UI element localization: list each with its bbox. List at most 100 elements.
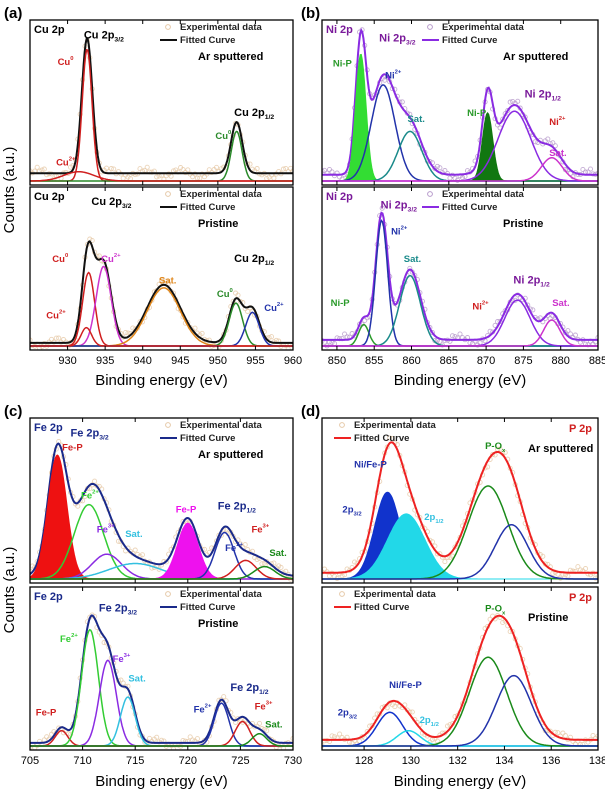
experimental-point [94, 483, 100, 489]
experimental-point [120, 680, 126, 686]
label-subscript: 1/2 [552, 95, 562, 102]
experimental-point [550, 140, 556, 146]
subplot-title: Fe 2p [34, 422, 63, 434]
experimental-point [434, 163, 440, 169]
label-superscript: 2+ [114, 253, 121, 259]
experimental-point [497, 446, 503, 452]
experimental-point [201, 174, 208, 180]
label-subscript: 3/2 [114, 36, 124, 43]
experimental-point [288, 165, 293, 171]
label-main: 2p [424, 512, 435, 523]
experimental-point [271, 175, 277, 181]
subplot-pristine: Ni 2p Experimental data Fitted Curve Pristi… [321, 186, 599, 351]
legend-label-fitted: Fitted Curve [354, 602, 409, 613]
peak-annotation: Fe 2p3/2 [70, 427, 108, 441]
panel-letter: (c) [4, 403, 22, 420]
label-subscript: 1/2 [259, 689, 269, 696]
label-superscript: 2+ [395, 70, 402, 76]
label-superscript: 3+ [263, 524, 270, 530]
experimental-point [567, 331, 573, 337]
experimental-point [190, 174, 196, 180]
panel-d: (d) P 2p Experimental data Fitted Curve Ar s… [301, 403, 605, 790]
experimental-point [595, 170, 598, 176]
peak-annotation: Ni 2p3/2 [381, 199, 418, 213]
label-superscript: 0 [70, 56, 74, 62]
peak-annotation: Cu0 [52, 253, 69, 265]
subplot-ar-sputtered: P 2p Experimental data Fitted Curve Ar sput… [321, 417, 599, 584]
x-tick-label: 960 [284, 355, 302, 367]
experimental-point [170, 746, 177, 750]
legend-label-fitted: Fitted Curve [180, 35, 235, 46]
peak-annotation: Cu 2p1/2 [234, 107, 274, 121]
legend-marker-experimental [427, 191, 433, 197]
component-peak [322, 524, 598, 580]
label-subscript: 3/2 [99, 434, 109, 441]
legend-marker-experimental [165, 191, 171, 197]
y-axis-label: Counts (a.u.) [1, 547, 18, 634]
experimental-point [429, 330, 435, 336]
x-tick-label: 870 [477, 355, 495, 367]
peak-annotation: Fe 2p3/2 [99, 602, 137, 616]
fitted-curve [322, 441, 598, 574]
x-axis-label: Binding energy (eV) [95, 773, 228, 790]
experimental-point [575, 564, 581, 570]
legend-marker-experimental [165, 422, 171, 428]
experimental-point [337, 731, 343, 737]
x-tick-label: 130 [402, 755, 420, 767]
peak-annotation: Fe2+ [60, 633, 78, 645]
experimental-point [447, 554, 453, 560]
experimental-point [166, 280, 172, 287]
axes-frame [29, 19, 294, 186]
experimental-point [242, 542, 248, 548]
peak-annotation: Ni2+ [391, 225, 408, 237]
label-subscript: 1/2 [247, 507, 257, 514]
peak-annotation: Fe3+ [113, 653, 131, 665]
panel-c: (c) Fe 2p Experimental data Fitted Curve Ar … [1, 403, 302, 790]
plot-area [322, 27, 598, 183]
peak-annotation: Sat. [407, 114, 424, 125]
axes-frame [29, 417, 294, 584]
experimental-point [459, 174, 466, 181]
subplot-ar-sputtered: Cu 2p Experimental data Fitted Curve Ar spu… [29, 19, 294, 186]
experimental-point [158, 277, 165, 283]
label-main: Cu [101, 254, 114, 265]
experimental-point [399, 99, 405, 105]
peak-annotation: Cu 2p1/2 [234, 253, 274, 267]
experimental-point [547, 728, 553, 734]
experimental-point [437, 165, 443, 171]
experimental-point [331, 734, 338, 740]
experimental-point [92, 478, 98, 484]
label-subscript: x [502, 610, 506, 616]
peak-annotation: Sat. [125, 529, 142, 540]
experimental-point [500, 619, 506, 626]
component-peak [322, 319, 598, 347]
label-subscript: 1/2 [540, 281, 550, 288]
peak-annotation: 2p1/2 [420, 715, 440, 728]
subplot-title: Ni 2p [326, 191, 353, 203]
component-peak [30, 170, 293, 182]
peak-annotation: Fe2+ [194, 703, 212, 715]
experimental-point [56, 335, 62, 341]
peak-annotation: 2p3/2 [342, 504, 362, 517]
peak-annotation: Cu 2p3/2 [91, 196, 131, 210]
label-main: Ni 2p [379, 33, 406, 45]
experimental-point [329, 733, 335, 739]
subplot-pristine: Cu 2p Experimental data Fitted Curve Pristi… [29, 186, 294, 351]
panel-letter: (b) [301, 5, 320, 22]
component-peak [30, 565, 293, 580]
experimental-point [130, 325, 136, 331]
subplot-pristine: P 2p Experimental data Fitted Curve Pristin… [321, 586, 599, 751]
peak-annotation: Cu2+ [264, 302, 284, 314]
plot-area [322, 435, 598, 581]
experimental-point [595, 733, 598, 739]
peak-annotation: Ni2+ [549, 116, 566, 128]
experimental-point [587, 166, 594, 172]
experimental-point [349, 740, 355, 746]
component-peak [30, 326, 293, 347]
label-subscript: 3/2 [349, 714, 358, 720]
label-main: Ni 2p [525, 88, 552, 100]
peak-annotation: Sat. [128, 674, 145, 685]
x-tick-label: 128 [355, 755, 373, 767]
experimental-point [352, 559, 358, 565]
fitted-curve [30, 240, 293, 344]
